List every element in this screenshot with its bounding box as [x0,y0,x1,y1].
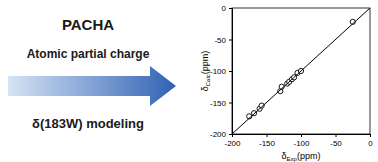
tick-mark [267,134,268,137]
y-axis-title: δCalc(ppm) [200,51,211,92]
tick-mark [301,134,302,137]
tick-label: -150 [210,99,227,108]
plot-frame [232,8,370,134]
tick-label: -200 [210,130,227,139]
annotation: PACHA [62,16,114,33]
annotation: Atomic partial charge [27,47,150,61]
tick: 0 [368,134,373,148]
annotation: δ(183W) modeling [32,116,144,131]
tick: 0 [222,4,232,13]
tick-label: -200 [224,139,241,148]
tick-label: -150 [259,139,276,148]
tick-mark [229,40,232,41]
tick-label: -50 [214,36,226,45]
tick-mark [370,134,371,137]
axis-line [233,135,371,138]
arrow [8,66,176,106]
tick: -200 [210,130,232,139]
axis-line [229,9,233,135]
tick-mark [229,134,232,135]
tick: -50 [330,134,342,148]
tick: -50 [214,36,232,45]
tick-mark [229,103,232,104]
tick-label: -50 [330,139,342,148]
tick-label: 0 [222,4,227,13]
x-axis: -200 -150 -100 -50 0 [224,134,373,148]
tick: -150 [259,134,276,148]
tick-label: -100 [293,139,310,148]
tick: -100 [293,134,310,148]
tick-mark [229,71,232,72]
x-axis-title: δExp(ppm) [282,151,321,162]
tick-mark [336,134,337,137]
tick-label: 0 [368,139,373,148]
tick: -200 [224,134,241,148]
tick-label: -100 [210,67,227,76]
y-axis: -200 -150 -100 -50 0 [210,4,233,139]
reference-line [232,8,370,134]
tick: -100 [210,67,232,76]
tick-mark [229,8,232,9]
chart: PACHA Atomic partial charge δ(183W) modeli… [0,0,378,162]
plot-area [232,8,370,134]
tick: -150 [210,99,232,108]
